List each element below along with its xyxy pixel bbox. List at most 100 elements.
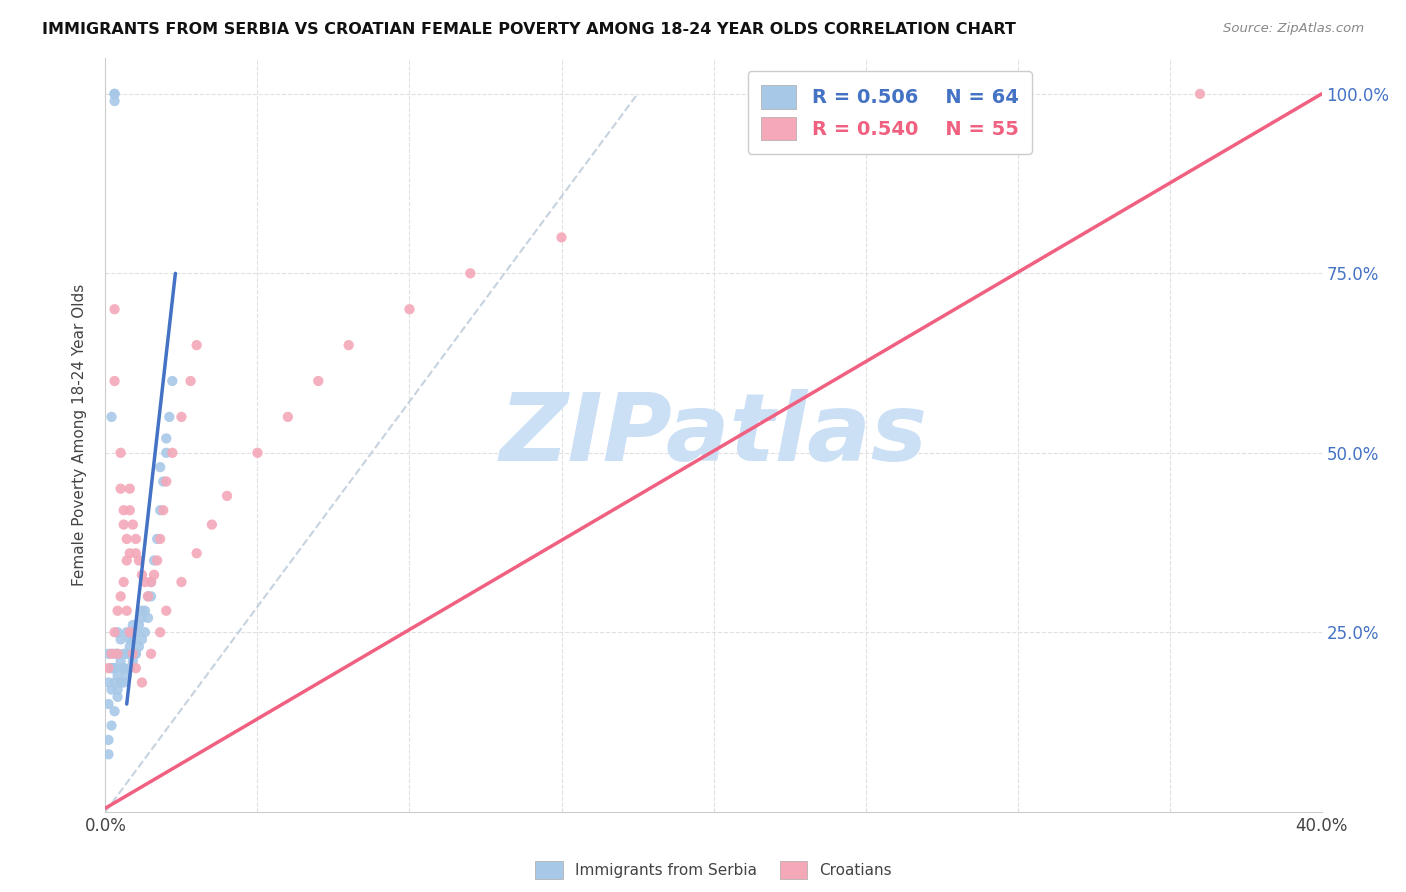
Point <box>186 338 208 352</box>
Point <box>103 704 125 718</box>
Point <box>180 374 202 388</box>
Point <box>121 517 143 532</box>
Point <box>115 647 138 661</box>
Point <box>107 625 129 640</box>
Point <box>115 668 138 682</box>
Point <box>110 446 132 460</box>
Point <box>100 682 122 697</box>
Point <box>97 661 120 675</box>
Point <box>131 632 153 647</box>
Point <box>157 409 180 424</box>
Point <box>112 574 135 589</box>
Point <box>100 661 122 675</box>
Point <box>136 590 159 604</box>
Point <box>103 87 125 101</box>
Point <box>107 682 129 697</box>
Point <box>136 611 159 625</box>
Point <box>100 409 122 424</box>
Point <box>112 517 135 532</box>
Point <box>103 647 125 661</box>
Point <box>118 640 141 654</box>
Point <box>115 604 138 618</box>
Point <box>134 574 156 589</box>
Point <box>162 446 184 460</box>
Point <box>115 553 138 567</box>
Point <box>125 625 148 640</box>
Point <box>201 517 224 532</box>
Point <box>112 675 135 690</box>
Point <box>170 574 193 589</box>
Point <box>134 625 156 640</box>
Point <box>134 604 156 618</box>
Point <box>97 733 120 747</box>
Point <box>139 647 162 661</box>
Point <box>125 647 148 661</box>
Point <box>103 661 125 675</box>
Point <box>97 697 120 711</box>
Point <box>103 625 125 640</box>
Point <box>131 604 153 618</box>
Point <box>170 409 193 424</box>
Point <box>100 647 122 661</box>
Point <box>1188 87 1211 101</box>
Point <box>155 604 177 618</box>
Point <box>107 604 129 618</box>
Point <box>125 661 148 675</box>
Point <box>155 432 177 446</box>
Point <box>149 460 172 475</box>
Point <box>115 532 138 546</box>
Point <box>115 647 138 661</box>
Point <box>143 553 166 567</box>
Point <box>118 661 141 675</box>
Point <box>121 632 143 647</box>
Point <box>97 675 120 690</box>
Point <box>103 374 125 388</box>
Point <box>128 618 150 632</box>
Point <box>103 94 125 108</box>
Point <box>97 747 120 762</box>
Point <box>155 446 177 460</box>
Point <box>107 668 129 682</box>
Point <box>149 503 172 517</box>
Point <box>118 482 141 496</box>
Point <box>136 590 159 604</box>
Point <box>118 503 141 517</box>
Y-axis label: Female Poverty Among 18-24 Year Olds: Female Poverty Among 18-24 Year Olds <box>72 284 87 586</box>
Point <box>131 567 153 582</box>
Point <box>131 611 153 625</box>
Point <box>149 532 172 546</box>
Point <box>152 503 174 517</box>
Point <box>100 718 122 732</box>
Point <box>152 475 174 489</box>
Point <box>112 661 135 675</box>
Point <box>398 302 420 317</box>
Point <box>97 647 120 661</box>
Point <box>121 654 143 668</box>
Point <box>139 574 162 589</box>
Point <box>131 675 153 690</box>
Point <box>143 567 166 582</box>
Point <box>110 675 132 690</box>
Point <box>112 661 135 675</box>
Point <box>110 632 132 647</box>
Point <box>103 302 125 317</box>
Point <box>307 374 329 388</box>
Point <box>337 338 360 352</box>
Point <box>118 632 141 647</box>
Point <box>107 690 129 704</box>
Point <box>155 475 177 489</box>
Point <box>149 625 172 640</box>
Point <box>110 654 132 668</box>
Text: Source: ZipAtlas.com: Source: ZipAtlas.com <box>1223 22 1364 36</box>
Text: ZIPatlas: ZIPatlas <box>499 389 928 481</box>
Point <box>246 446 269 460</box>
Point <box>110 590 132 604</box>
Point <box>146 532 169 546</box>
Point <box>121 647 143 661</box>
Point <box>118 625 141 640</box>
Point <box>128 553 150 567</box>
Point <box>458 266 481 280</box>
Point <box>186 546 208 560</box>
Point <box>125 532 148 546</box>
Point <box>100 661 122 675</box>
